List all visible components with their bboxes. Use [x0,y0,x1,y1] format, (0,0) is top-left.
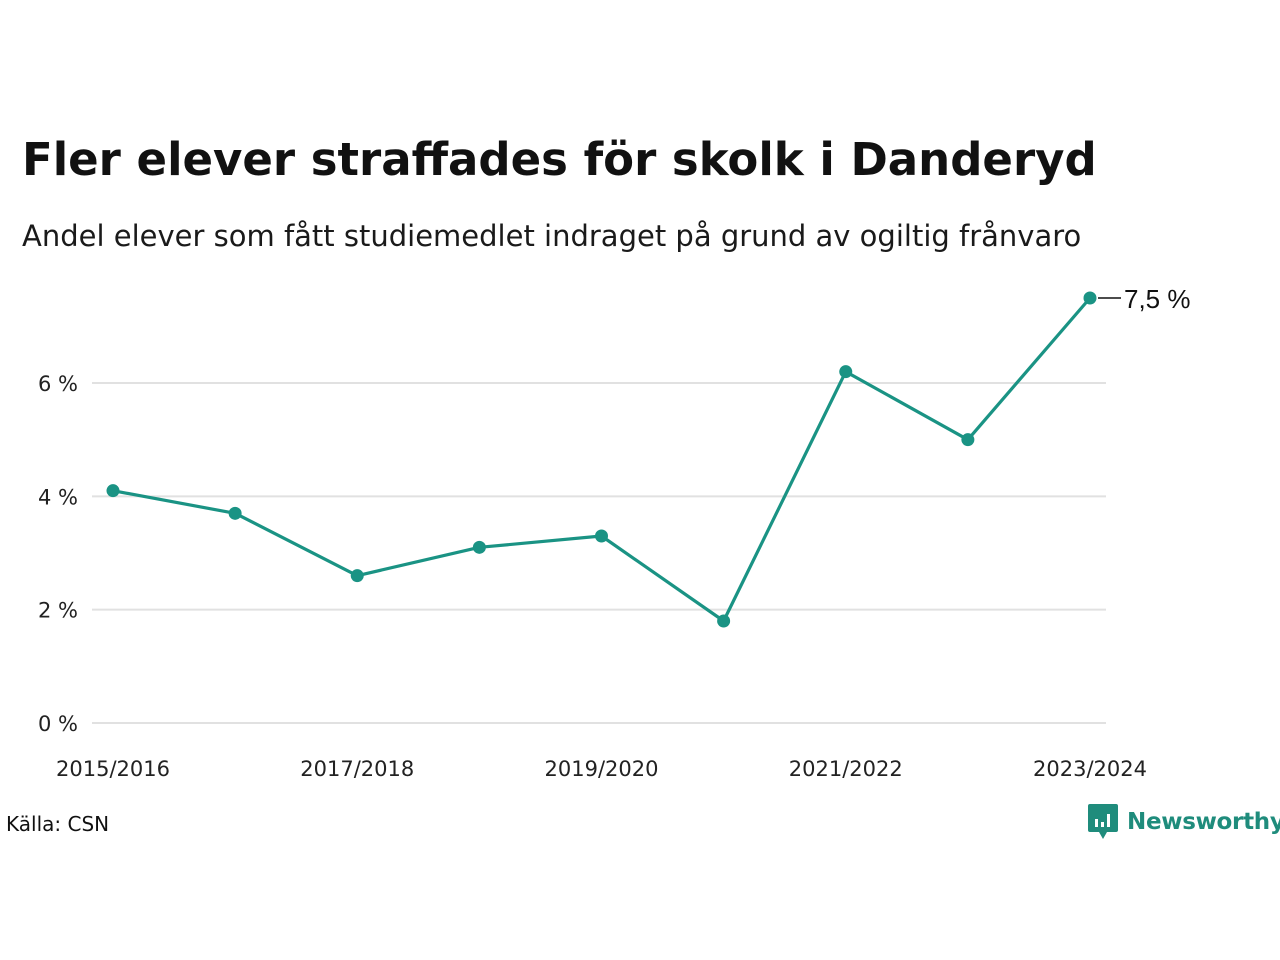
data-point-2023-2024 [1083,291,1097,305]
y-tick-label: 2 % [38,599,78,623]
x-tick-label: 2017/2018 [300,757,414,781]
data-point-2022-2023 [961,433,975,447]
x-axis-tick-labels: 2015/2016 2017/2018 2019/2020 2021/2022 2023… [56,757,1147,781]
data-point-2021-2022 [839,365,853,379]
chart-subtitle: Andel elever som fått studiemedlet indra… [22,219,1082,253]
data-point-2019-2020 [595,529,608,543]
end-value-label: 7,5 % [1124,284,1191,314]
data-point-2020-2021 [717,614,731,628]
series-line [111,296,1092,623]
end-label-group: 7,5 % [1098,284,1191,314]
source-note: Källa: CSN [6,812,110,836]
data-point-2016-2017 [228,506,242,520]
data-point-2018-2019 [472,540,486,554]
y-tick-label: 0 % [38,712,78,736]
brand-logo: Newsworthy [1088,804,1280,840]
series [106,291,1097,628]
data-point-2017-2018 [350,569,364,583]
gridlines [92,382,1106,724]
x-tick-label: 2023/2024 [1033,757,1147,781]
y-axis-tick-labels: 0 % 2 % 4 % 6 % [38,372,78,736]
y-tick-label: 4 % [38,485,78,509]
newsworthy-logo-icon [1088,804,1118,839]
chart-title: Fler elever straffades för skolk i Dande… [22,133,1097,186]
x-tick-label: 2019/2020 [545,757,659,781]
x-tick-label: 2021/2022 [789,757,903,781]
data-point-2015-2016 [106,484,120,498]
brand-name: Newsworthy [1127,809,1280,835]
y-tick-label: 6 % [38,372,78,396]
x-tick-label: 2015/2016 [56,757,170,781]
